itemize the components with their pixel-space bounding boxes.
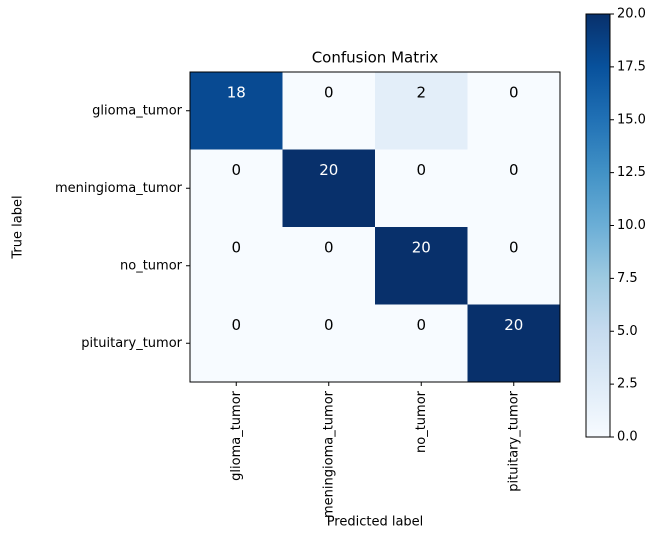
cell <box>375 304 468 383</box>
cell <box>190 149 283 228</box>
cell <box>282 149 376 228</box>
colorbar-tick-label: 15.0 <box>617 112 646 127</box>
cell <box>467 72 561 150</box>
colorbar-tick-label: 7.5 <box>617 271 638 286</box>
cell-value: 0 <box>509 161 519 179</box>
cell <box>467 227 561 305</box>
cell-value: 0 <box>231 316 241 334</box>
y-tick-label: no_tumor <box>120 258 183 273</box>
colorbar-tick-label: 17.5 <box>617 59 646 74</box>
cell-value: 18 <box>227 83 246 101</box>
cell <box>282 304 376 383</box>
cell-value: 0 <box>231 238 241 256</box>
cell <box>467 304 561 383</box>
y-tick-label: meningioma_tumor <box>55 181 183 196</box>
colorbar-tick-label: 10.0 <box>617 218 646 233</box>
x-tick-label: meningioma_tumor <box>321 390 336 518</box>
colorbar-tick-label: 12.5 <box>617 165 646 180</box>
axes-frame <box>189 71 561 383</box>
cell-value: 20 <box>319 161 338 179</box>
colorbar-tick-label: 5.0 <box>617 324 638 339</box>
cell <box>282 72 376 150</box>
colorbar-tick-label: 0.0 <box>617 430 638 445</box>
cell-value: 20 <box>412 238 431 256</box>
cell-value: 0 <box>509 83 519 101</box>
x-tick-label: glioma_tumor <box>229 390 244 481</box>
cell <box>375 227 468 305</box>
cell-value: 0 <box>509 238 519 256</box>
cell-value: 20 <box>504 316 523 334</box>
x-tick-label: pituitary_tumor <box>506 390 521 491</box>
cell-value: 0 <box>324 316 334 334</box>
colorbar <box>585 13 611 438</box>
cell-value: 0 <box>416 316 426 334</box>
colorbar-tick-label: 2.5 <box>617 377 638 392</box>
y-axis-label: True label <box>11 195 26 259</box>
chart-title: Confusion Matrix <box>312 49 439 67</box>
cell-value: 0 <box>324 83 334 101</box>
cell <box>375 72 468 150</box>
x-axis-label: Predicted label <box>327 515 424 530</box>
y-tick-label: glioma_tumor <box>92 103 183 118</box>
cell-value: 2 <box>416 83 426 101</box>
cell <box>282 227 376 305</box>
cell-value: 0 <box>231 161 241 179</box>
cell-value: 0 <box>416 161 426 179</box>
cell <box>375 149 468 228</box>
cell <box>190 304 283 383</box>
cell-value: 0 <box>324 238 334 256</box>
x-tick-label: no_tumor <box>414 390 429 453</box>
y-tick-label: pituitary_tumor <box>81 336 182 351</box>
cell <box>190 72 283 150</box>
cell <box>467 149 561 228</box>
colorbar-tick-label: 20.0 <box>617 7 646 22</box>
cell <box>190 227 283 305</box>
